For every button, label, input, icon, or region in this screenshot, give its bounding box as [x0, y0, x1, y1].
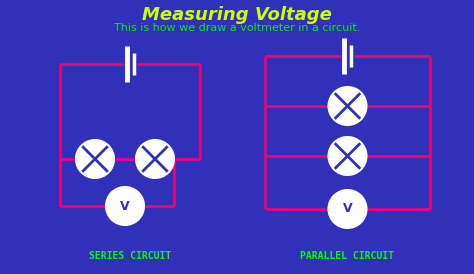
Circle shape	[328, 190, 366, 228]
Circle shape	[136, 140, 174, 178]
Text: V: V	[343, 202, 352, 215]
Circle shape	[76, 140, 114, 178]
Text: SERIES CIRCUIT: SERIES CIRCUIT	[89, 251, 171, 261]
Text: This is how we draw a voltmeter in a circuit.: This is how we draw a voltmeter in a cir…	[114, 23, 360, 33]
Circle shape	[328, 87, 366, 125]
Text: V: V	[120, 199, 130, 213]
Text: PARALLEL CIRCUIT: PARALLEL CIRCUIT	[301, 251, 394, 261]
Text: Measuring Voltage: Measuring Voltage	[142, 6, 332, 24]
Circle shape	[328, 137, 366, 175]
Circle shape	[106, 187, 144, 225]
